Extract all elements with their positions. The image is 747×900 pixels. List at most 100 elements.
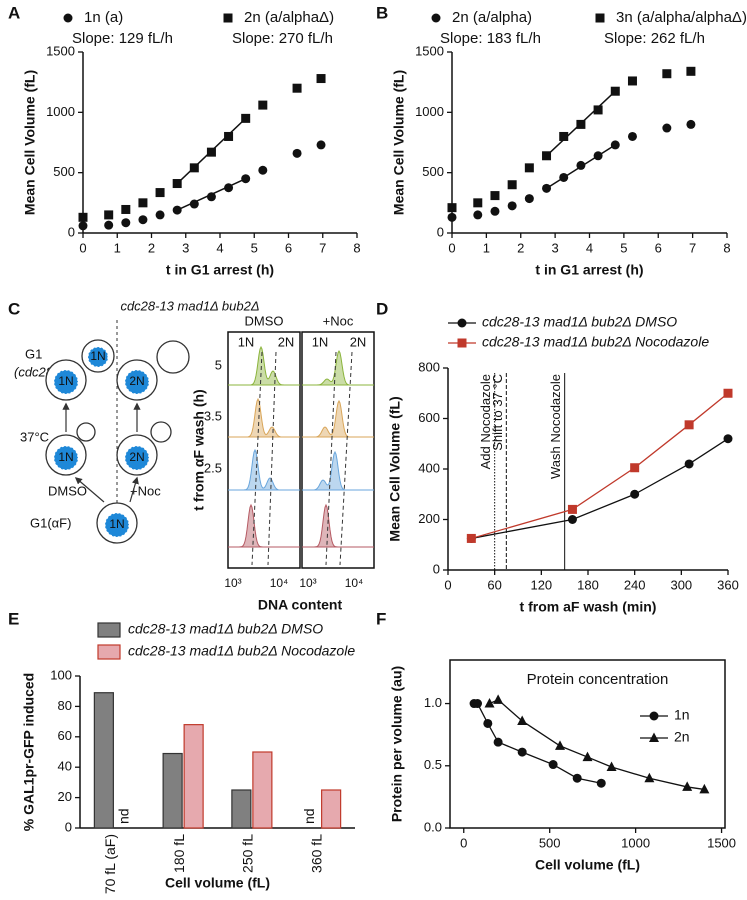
data-point	[517, 715, 528, 725]
x-tick-label: 7	[689, 240, 696, 255]
y-tick-label: 1500	[415, 43, 444, 58]
y-tick-label: 1.0	[424, 695, 442, 710]
data-point	[662, 69, 672, 79]
hist-frame	[301, 331, 375, 569]
data-point	[138, 198, 148, 208]
y-tick-label: 5	[215, 357, 222, 372]
data-point	[493, 694, 504, 704]
legend-swatch	[97, 644, 121, 660]
data-point	[723, 434, 733, 444]
data-point	[447, 203, 457, 213]
data-point	[473, 699, 482, 709]
x-tick-label: 3	[552, 240, 559, 255]
data-point	[493, 737, 503, 747]
data-point	[473, 198, 483, 208]
annotation: Slope: 183 fL/h	[440, 30, 541, 47]
data-point	[524, 163, 534, 173]
y-tick-label: 100	[50, 667, 72, 682]
data-point	[189, 163, 199, 173]
x-axis-label: t in G1 arrest (h)	[535, 262, 643, 278]
data-point	[457, 318, 467, 328]
data-point	[138, 215, 148, 225]
y-axis-label: Mean Cell Volume (fL)	[391, 70, 407, 215]
y-tick-label: 0.0	[424, 819, 442, 834]
x-tick-label: 500	[539, 835, 561, 850]
panel-label: C	[8, 299, 20, 318]
series-line	[474, 702, 602, 784]
y-tick-label: 80	[58, 698, 72, 713]
y-tick-label: 1000	[415, 104, 444, 119]
x-tick-label: 4	[586, 240, 593, 255]
data-point	[542, 183, 552, 193]
diagram-label: G1(αF)	[30, 515, 71, 530]
data-point	[644, 772, 655, 783]
x-tick-label: 120	[530, 577, 552, 592]
legend-label: cdc28-13 mad1Δ bub2Δ DMSO	[482, 314, 677, 330]
y-axis-label: Mean Cell Volume (fL)	[387, 396, 403, 541]
data-point	[292, 148, 302, 158]
plot-frame	[449, 659, 726, 829]
y-tick-label: 0	[437, 224, 444, 239]
x-tick-label: 10³	[224, 576, 241, 590]
annotation: Slope: 270 fL/h	[232, 30, 333, 47]
x-tick-label: 6	[285, 240, 292, 255]
x-tick-label: 360	[717, 577, 739, 592]
data-point	[241, 174, 251, 184]
x-tick-label: 70 fL (aF)	[102, 834, 118, 894]
panel-label: D	[376, 299, 388, 318]
x-tick-label: 300	[670, 577, 692, 592]
x-tick-label: 2	[517, 240, 524, 255]
x-tick-label: 1500	[707, 835, 736, 850]
data-point	[224, 131, 234, 141]
data-point	[723, 388, 733, 398]
diagram-label: DMSO	[48, 483, 87, 498]
legend-marker	[595, 13, 605, 23]
bar	[93, 692, 114, 829]
data-point	[316, 74, 326, 84]
data-point	[576, 119, 586, 129]
diagram-label: G1	[25, 346, 42, 361]
data-point	[567, 515, 577, 524]
peak-label: 1N	[312, 334, 329, 349]
x-tick-label: 5	[251, 240, 258, 255]
data-point	[490, 206, 500, 216]
guide-line	[267, 351, 277, 566]
nucleus-label: 1N	[109, 517, 124, 531]
data-point	[548, 760, 558, 770]
data-point	[517, 747, 527, 757]
value-label: nd	[301, 808, 317, 824]
guide-line	[251, 351, 263, 566]
data-point	[155, 210, 165, 220]
x-tick-label: 1000	[621, 835, 650, 850]
hist-frame	[227, 331, 301, 569]
legend-label: cdc28-13 mad1Δ bub2Δ Nocodazole	[482, 334, 709, 350]
y-tick-label: 60	[58, 728, 72, 743]
peak-label: 1N	[238, 334, 255, 349]
y-tick-label: 20	[58, 789, 72, 804]
data-point	[649, 732, 659, 742]
data-point	[699, 783, 710, 794]
guide-line	[325, 351, 337, 566]
histogram	[302, 450, 374, 491]
event-label: Add Nocodazole	[478, 374, 493, 469]
data-point	[555, 740, 565, 750]
y-tick-label: 3.5	[204, 408, 222, 423]
data-point	[206, 192, 216, 202]
y-tick-label: 800	[418, 359, 440, 374]
histogram	[228, 503, 300, 548]
y-tick-label: 200	[418, 511, 440, 526]
data-point	[627, 76, 637, 86]
data-point	[686, 66, 696, 76]
x-tick-label: 10³	[299, 576, 316, 590]
data-point	[121, 218, 131, 228]
data-point	[610, 140, 620, 150]
histogram	[228, 345, 300, 386]
x-tick-label: 3	[182, 240, 189, 255]
x-tick-label: 0	[79, 240, 86, 255]
series-line	[471, 438, 729, 540]
y-axis-label: Mean Cell Volume (fL)	[22, 70, 38, 215]
x-axis-label: Cell volume (fL)	[535, 857, 640, 873]
data-point	[542, 151, 552, 161]
histogram	[228, 397, 300, 438]
x-tick-label: 1	[114, 240, 121, 255]
